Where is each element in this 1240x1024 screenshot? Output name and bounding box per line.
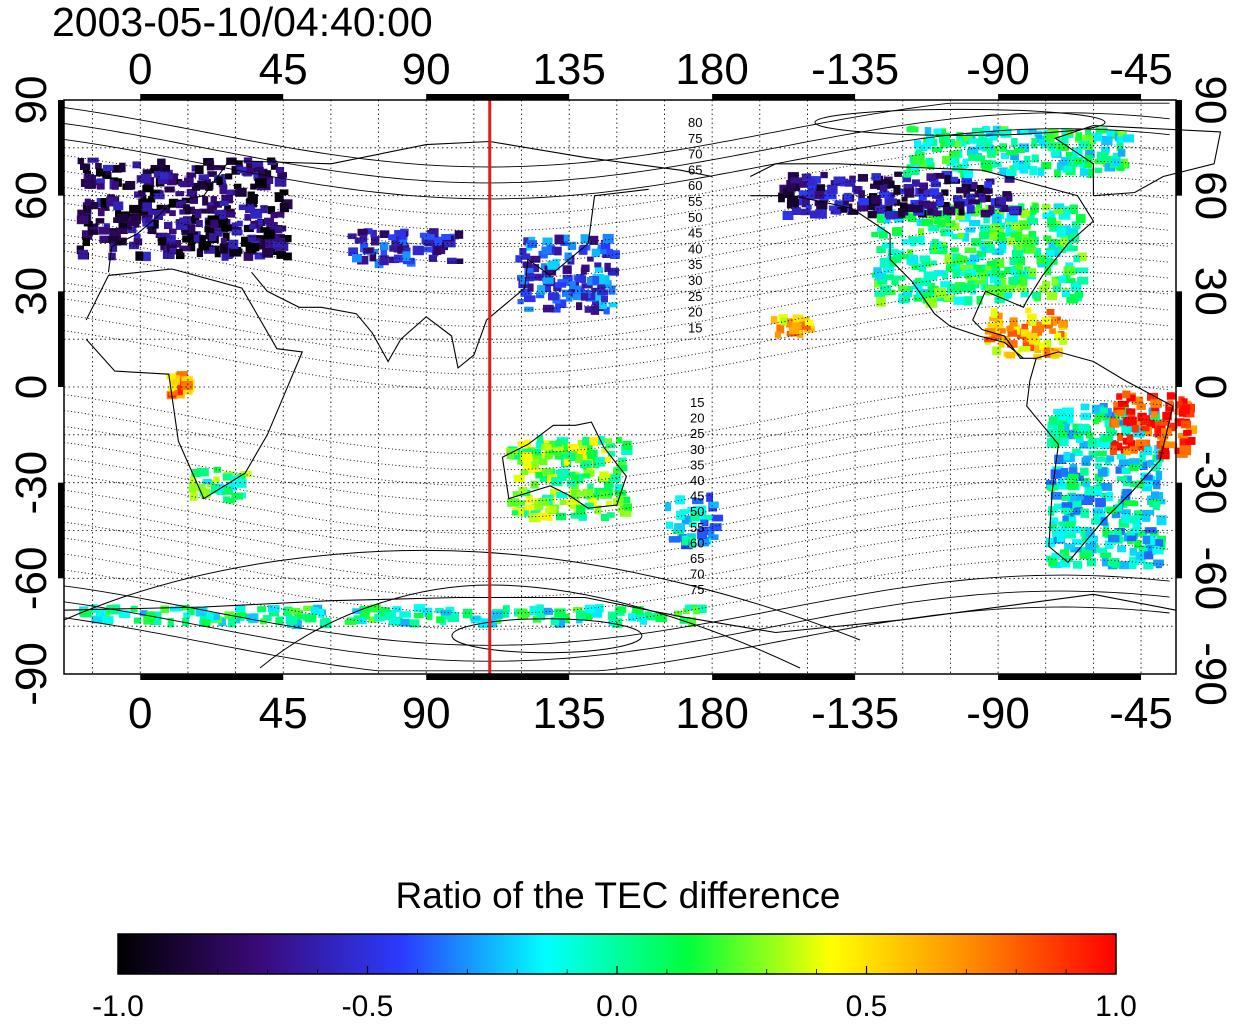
tec-patch-brazil-coast	[1109, 390, 1198, 460]
y-axis-right: 90 60 30 0 -30 -60 -90	[1176, 76, 1235, 706]
tec-data-layer	[76, 125, 1198, 630]
contour-label: 45	[688, 226, 702, 241]
colorbar-title: Ratio of the TEC difference	[396, 875, 841, 916]
contour-label: 65	[690, 551, 704, 566]
y-tick-label-right: -60	[1186, 547, 1235, 611]
tec-patch-new-zealand	[664, 492, 724, 550]
contour-label: 55	[690, 520, 704, 535]
contour-label: 55	[688, 194, 702, 209]
coastline-6	[1026, 351, 1174, 564]
colorbar-tick-label: -0.5	[342, 990, 394, 1023]
x-axis-top: 0 45 90 135 180 -135 -90 -45	[128, 45, 1173, 100]
coastline-8	[63, 593, 1177, 634]
contour-labels: 8075706560555045403530252015152025303540…	[688, 115, 704, 597]
tec-patch-europe	[76, 157, 293, 262]
map-plot-area: 8075706560555045403530252015152025303540…	[63, 99, 1222, 675]
x-tick-label-top: -90	[966, 45, 1030, 94]
coastline-1	[107, 140, 713, 273]
y-tick-label-right: 60	[1186, 171, 1235, 220]
coastlines	[63, 124, 1222, 634]
tec-patch-south-africa	[188, 466, 252, 504]
y-tick-label-left: 60	[7, 171, 56, 220]
contour-label: 70	[690, 567, 704, 582]
contour-label: 15	[690, 395, 704, 410]
x-tick-label-bottom: -90	[966, 689, 1030, 738]
x-tick-label-top: -135	[811, 45, 899, 94]
magnetic-latitude-contours	[63, 102, 1170, 672]
contour-label: 75	[690, 582, 704, 597]
contour-label: 40	[688, 241, 702, 256]
coastline-2	[251, 188, 649, 369]
contour-label: 20	[690, 411, 704, 426]
x-tick-label-bottom: 90	[402, 689, 451, 738]
x-tick-label-top: 90	[402, 45, 451, 94]
y-tick-label-right: 0	[1186, 375, 1235, 399]
contour-label: 70	[688, 147, 702, 162]
x-tick-label-bottom: 45	[259, 689, 308, 738]
x-tick-label-bottom: 135	[532, 689, 605, 738]
x-tick-label-top: 0	[128, 45, 152, 94]
colorbar-tick-label: 0.0	[596, 990, 638, 1023]
contour-label: 30	[690, 442, 704, 457]
coastline-5	[750, 195, 1024, 359]
x-tick-label-bottom: 180	[675, 689, 748, 738]
contour-label: 15	[688, 320, 702, 335]
contour-label: 25	[688, 289, 702, 304]
coastline-4	[750, 163, 1095, 359]
x-tick-label-top: 180	[675, 45, 748, 94]
tec-patch-hawaii	[770, 314, 815, 338]
x-tick-label-top: 45	[259, 45, 308, 94]
x-tick-label-bottom: 0	[128, 689, 152, 738]
y-axis-left: 90 60 30 0 -30 -60 -90	[7, 76, 64, 706]
figure-title: 2003-05-10/04:40:00	[52, 0, 433, 45]
y-tick-label-right: -90	[1186, 642, 1235, 706]
contour-label: 25	[690, 426, 704, 441]
y-tick-label-right: 90	[1186, 76, 1235, 125]
y-tick-label-left: 90	[7, 76, 56, 125]
x-tick-label-top: 135	[532, 45, 605, 94]
y-tick-label-left: 30	[7, 267, 56, 316]
x-tick-label-bottom: -135	[811, 689, 899, 738]
coastline-3	[501, 421, 628, 509]
colorbar-tick-label: 0.5	[846, 990, 888, 1023]
y-tick-label-left: 0	[7, 375, 56, 399]
contour-label: 50	[688, 210, 702, 225]
contour-label: 65	[688, 162, 702, 177]
y-tick-label-left: -90	[7, 642, 56, 706]
contour-label: 75	[688, 131, 702, 146]
tec-patch-antarctic-coast	[79, 604, 707, 630]
contour-label: 30	[688, 273, 702, 288]
tec-patch-east-asia	[515, 233, 620, 315]
contour-label: 60	[690, 535, 704, 550]
contour-label: 45	[690, 489, 704, 504]
contour-label: 20	[688, 305, 702, 320]
contour-label: 80	[688, 115, 702, 130]
tec-patch-australia	[505, 435, 633, 523]
colorbar-ticks: -1.0 -0.5 0.0 0.5 1.0	[92, 966, 1137, 1023]
y-tick-label-right: 30	[1186, 267, 1235, 316]
coastline-0	[85, 268, 304, 500]
colorbar-tick-label: 1.0	[1095, 990, 1137, 1023]
contour-label: 35	[690, 457, 704, 472]
colorbar-tick-label: -1.0	[92, 990, 144, 1023]
contour-label: 35	[688, 257, 702, 272]
tec-patch-west-asia	[347, 228, 464, 269]
x-tick-label-top: -45	[1109, 45, 1173, 94]
x-axis-bottom: 0 45 90 135 180 -135 -90 -45	[128, 674, 1173, 738]
contour-label: 50	[690, 504, 704, 519]
coastline-7	[1054, 124, 1222, 197]
y-tick-label-left: -30	[7, 451, 56, 515]
x-tick-label-bottom: -45	[1109, 689, 1173, 738]
contour-label: 60	[688, 178, 702, 193]
contour-label: 40	[690, 473, 704, 488]
y-tick-label-left: -60	[7, 547, 56, 611]
y-tick-label-right: -30	[1186, 451, 1235, 515]
